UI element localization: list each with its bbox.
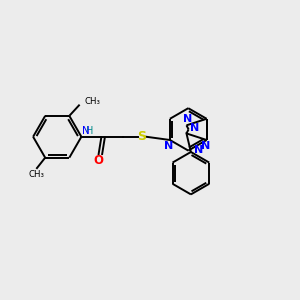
Text: N: N — [190, 123, 200, 133]
Text: N: N — [183, 115, 193, 124]
Text: CH₃: CH₃ — [28, 170, 44, 179]
Text: N: N — [164, 142, 174, 152]
Text: S: S — [137, 130, 146, 143]
Text: N: N — [200, 142, 210, 152]
Text: CH₃: CH₃ — [85, 97, 101, 106]
Text: N: N — [82, 126, 90, 136]
Text: H: H — [86, 126, 94, 136]
Text: O: O — [93, 154, 103, 167]
Text: N: N — [194, 145, 203, 154]
